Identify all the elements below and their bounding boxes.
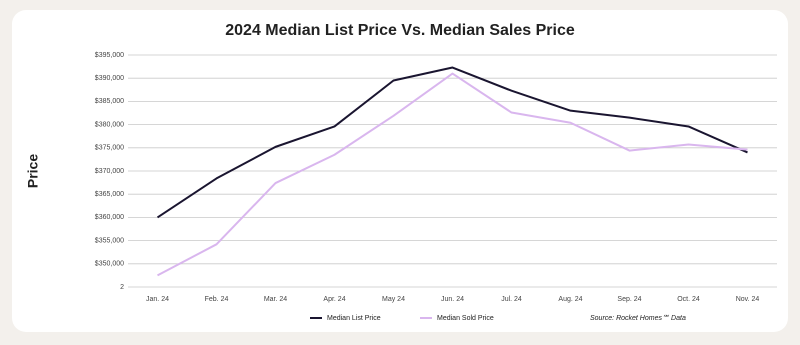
y-tick-label: $360,000 [95,214,124,221]
y-tick-label: $355,000 [95,237,124,244]
y-tick-label: $375,000 [95,145,124,152]
y-tick-label: $380,000 [95,121,124,128]
y-tick-label: $395,000 [95,52,124,59]
x-tick-label: Jul. 24 [501,296,522,303]
series-line [157,72,748,277]
y-tick-label: $370,000 [95,168,124,175]
y-tick-label: $390,000 [95,75,124,82]
x-tick-label: Jan. 24 [146,296,169,303]
series-line [156,66,748,219]
y-tick-label: $385,000 [95,98,124,105]
x-tick-label: Sep. 24 [617,296,641,303]
x-tick-label: Aug. 24 [558,296,582,303]
x-tick-label: Apr. 24 [323,296,345,303]
y-tick-label: 2 [120,284,124,291]
x-tick-label: May 24 [382,296,405,303]
x-tick-label: Nov. 24 [736,296,760,303]
y-tick-label: $350,000 [95,261,124,268]
x-tick-label: Oct. 24 [677,296,700,303]
chart-title: 2024 Median List Price Vs. Median Sales … [225,22,575,39]
legend-label: Median Sold Price [437,315,494,322]
y-axis-label: Price [25,154,41,188]
source-note: Source: Rocket Homes℠ Data [590,314,686,322]
legend-label: Median List Price [327,315,381,322]
y-tick-label: $365,000 [95,191,124,198]
x-tick-label: Feb. 24 [205,296,229,303]
x-tick-label: Jun. 24 [441,296,464,303]
x-tick-label: Mar. 24 [264,296,287,303]
